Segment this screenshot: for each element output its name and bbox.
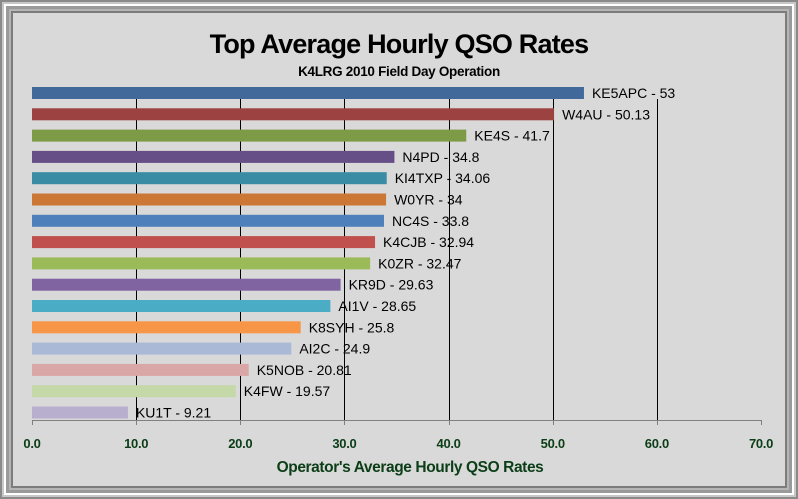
bar-n4pd <box>32 150 395 163</box>
bar-ai2c <box>32 342 292 355</box>
x-tick-label: 40.0 <box>437 436 461 451</box>
data-label: K4FW - 19.57 <box>244 383 331 399</box>
chart-title: Top Average Hourly QSO Rates <box>210 29 589 59</box>
bar-w0yr <box>32 193 387 206</box>
bar-chart: 0.0 10.0 20.0 30.0 40.0 50.0 60.0 70.0 KE5APC -… <box>23 29 773 476</box>
bar-ki4txp <box>32 172 387 185</box>
data-label: AI1V - 28.65 <box>338 298 416 314</box>
chart-subtitle: K4LRG 2010 Field Day Operation <box>298 64 500 79</box>
data-label: W4AU - 50.13 <box>562 106 650 122</box>
bars <box>32 87 584 419</box>
bar-k8syh <box>32 321 301 334</box>
data-label: AI2C - 24.9 <box>299 341 370 357</box>
data-label: NC4S - 33.8 <box>392 213 469 229</box>
bar-ke4s <box>32 129 467 142</box>
data-label: K5NOB - 20.81 <box>257 362 352 378</box>
data-label: KE5APC - 53 <box>592 85 675 101</box>
bar-ku1t <box>32 406 128 419</box>
bar-ai1v <box>32 300 331 312</box>
x-axis <box>32 420 762 425</box>
x-tick-label: 10.0 <box>124 436 148 451</box>
x-tick-label: 20.0 <box>228 436 252 451</box>
data-label: KI4TXP - 34.06 <box>395 170 491 186</box>
data-label: K0ZR - 32.47 <box>378 255 461 271</box>
data-label: KU1T - 9.21 <box>136 405 211 421</box>
x-tick-label: 50.0 <box>541 436 565 451</box>
data-label: K4CJB - 32.94 <box>383 234 474 250</box>
data-label: K8SYH - 25.8 <box>309 319 395 335</box>
data-label: N4PD - 34.8 <box>402 149 479 165</box>
x-tick-label: 30.0 <box>332 436 356 451</box>
bar-k5nob <box>32 363 249 376</box>
bar-k4cjb <box>32 236 376 249</box>
bar-k4fw <box>32 385 236 398</box>
bar-k0zr <box>32 257 371 270</box>
chart-area: 0.0 10.0 20.0 30.0 40.0 50.0 60.0 70.0 KE5APC -… <box>13 13 785 486</box>
data-label: W0YR - 34 <box>394 192 463 208</box>
x-tick-label: 0.0 <box>23 436 40 451</box>
data-labels: KE5APC - 53 W4AU - 50.13 KE4S - 41.7 N4PD -… <box>136 85 676 421</box>
bar-ke5apc <box>32 87 584 99</box>
x-tick-label: 60.0 <box>645 436 669 451</box>
x-tick-label: 70.0 <box>749 436 773 451</box>
bar-w4au <box>32 108 555 121</box>
bar-nc4s <box>32 214 385 227</box>
data-label: KR9D - 29.63 <box>349 277 434 293</box>
bar-kr9d <box>32 278 341 291</box>
x-axis-label: Operator's Average Hourly QSO Rates <box>277 459 544 476</box>
data-label: KE4S - 41.7 <box>474 128 550 144</box>
x-tick-labels: 0.0 10.0 20.0 30.0 40.0 50.0 60.0 70.0 <box>23 436 773 451</box>
